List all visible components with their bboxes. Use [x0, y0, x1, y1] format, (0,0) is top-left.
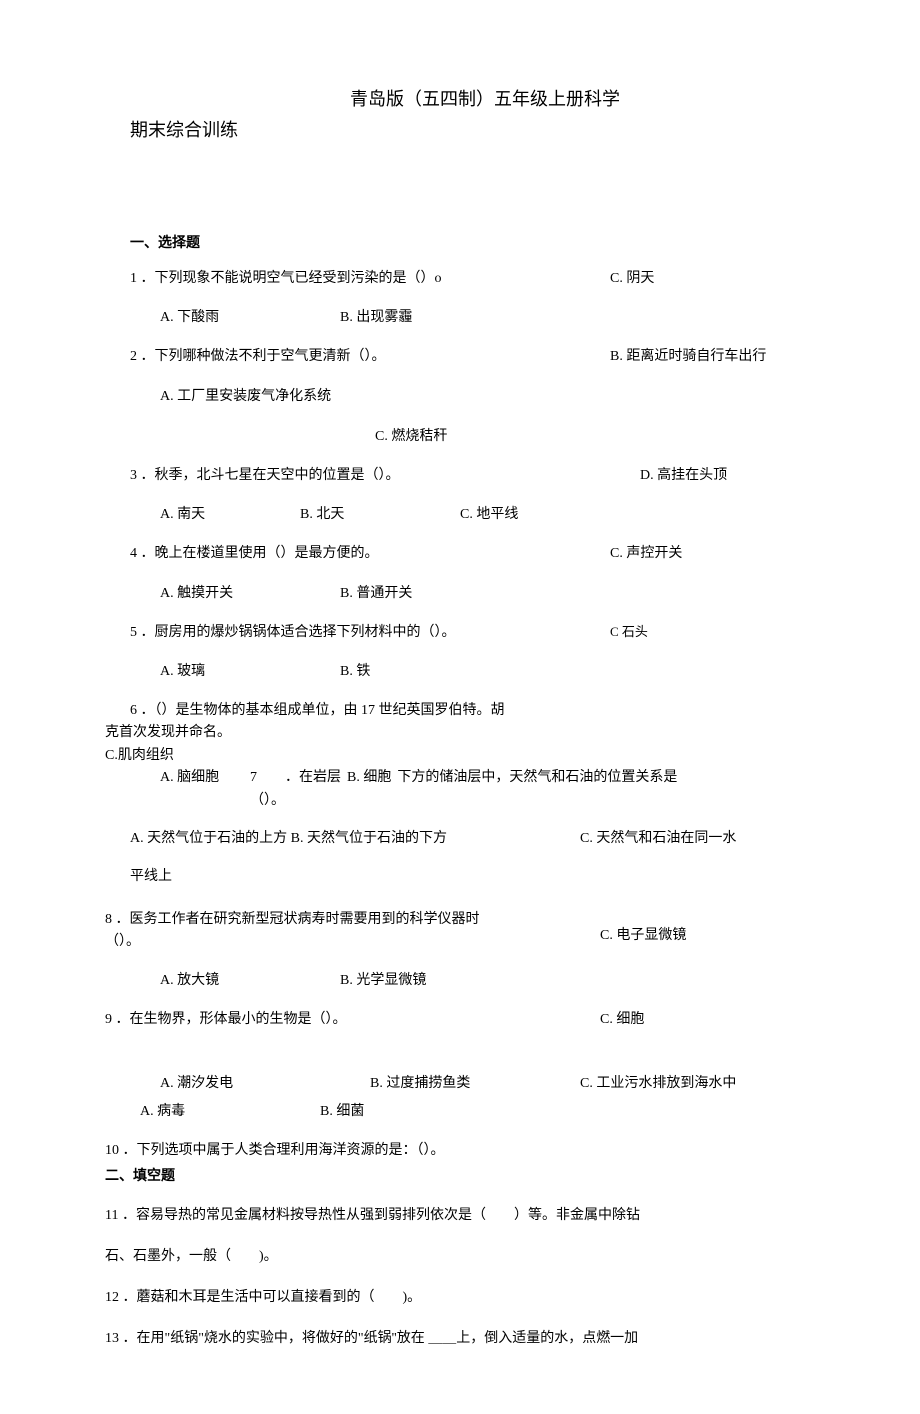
q8-stem2: （）。	[105, 931, 600, 953]
q9-opt-c: C. 细胞	[600, 1009, 790, 1031]
q2-row: 2 ．下列哪种做法不利于空气更清新（）。 B. 距离近时骑自行车出行	[130, 346, 790, 368]
q4-stem: 4 ．晚上在楼道里使用（）是最方便的。	[130, 543, 600, 565]
q1-opts: A. 下酸雨 B. 出现雾霾	[130, 306, 790, 326]
q5-opts: A. 玻璃 B. 铁	[130, 660, 790, 680]
q3-opt-b: B. 北天	[300, 503, 460, 523]
q7-opt-end: 平线上	[130, 866, 790, 888]
q5-row: 5 ．厨房用的爆炒锅锅体适合选择下列材料中的（）。 C 石头	[130, 622, 790, 644]
q8-opt-b: B. 光学显微镜	[340, 969, 790, 989]
q7-end: （）。	[130, 790, 790, 812]
q8-opt-a: A. 放大镜	[160, 969, 340, 989]
q8-opt-c: C. 电子显微镜	[600, 909, 790, 954]
q8-block: 8 ．医务工作者在研究新型冠状病寿时需要用到的科学仪器时 （）。 C. 电子显微…	[105, 909, 790, 954]
section2-header: 二、填空题	[105, 1165, 790, 1185]
q3-row: 3 ．秋季，北斗七星在天空中的位置是（）。 D. 高挂在头顶	[130, 465, 790, 487]
q6-line2: 克首次发现并命名。	[105, 722, 790, 744]
q7-opt-c: C. 天然气和石油在同一水	[580, 828, 790, 850]
q13: 13 ．在用"纸锅"烧水的实验中，将做好的"纸锅''放在 ＿＿上，倒入适量的水，…	[105, 1324, 790, 1355]
q6-opta: A. 脑细胞	[160, 767, 250, 789]
bottom-opt-a: A. 潮汐发电	[160, 1072, 370, 1092]
q3-opt-c: C. 地平线	[460, 503, 790, 523]
q7-opts: A. 天然气位于石油的上方 B. 天然气位于石油的下方 C. 天然气和石油在同一…	[130, 828, 790, 889]
q2-opt-a: A. 工厂里安装废气净化系统	[160, 385, 331, 405]
q11b: 石、石墨外，一般（ )。	[105, 1242, 790, 1273]
doc-subtitle: 期末综合训练	[130, 116, 790, 142]
q1-stem: 1 ．下列现象不能说明空气已经受到污染的是（）o	[130, 268, 600, 290]
bottom-opts: A. 潮汐发电 B. 过度捕捞鱼类 C. 工业污水排放到海水中	[130, 1072, 790, 1092]
q8-stem1: 8 ．医务工作者在研究新型冠状病寿时需要用到的科学仪器时	[105, 909, 600, 931]
q1-opt-c: C. 阴天	[600, 268, 790, 290]
q5-opt-b: B. 铁	[340, 660, 790, 680]
q12: 12 ．蘑菇和木耳是生活中可以直接看到的（ )。	[105, 1283, 790, 1314]
ab-row: A. 病毒 B. 细菌	[130, 1100, 790, 1120]
q4-opt-b: B. 普通开关	[340, 582, 790, 602]
q8-opts: A. 放大镜 B. 光学显微镜	[130, 969, 790, 989]
q7-num: 7	[250, 767, 285, 789]
q6-optb: B. 细胞	[347, 767, 391, 789]
q4-opts: A. 触摸开关 B. 普通开关	[130, 582, 790, 602]
ab-opt-b: B. 细菌	[320, 1100, 790, 1120]
q2-opt-c: C. 燃烧秸秆	[130, 425, 790, 445]
q3-stem: 3 ．秋季，北斗七星在天空中的位置是（）。	[130, 465, 600, 487]
ab-opt-a: A. 病毒	[140, 1100, 320, 1120]
doc-title: 青岛版（五四制）五年级上册科学	[130, 85, 790, 111]
q2-opt-b: B. 距离近时骑自行车出行	[600, 346, 790, 368]
q6-block: 6 ．（）是生物体的基本组成单位，由 17 世纪英国罗伯特。胡 克首次发现并命名…	[130, 700, 790, 812]
q5-opt-c: C 石头	[600, 622, 790, 644]
q9-block: 9 ．在生物界，形体最小的生物是（）。 C. 细胞	[105, 1009, 790, 1031]
q7-rest: 下方的储油层中，天然气和石油的位置关系是	[397, 767, 677, 789]
q2-opts: A. 工厂里安装废气净化系统	[130, 385, 790, 405]
q6-line1: 6 ．（）是生物体的基本组成单位，由 17 世纪英国罗伯特。胡	[130, 700, 790, 722]
q5-stem: 5 ．厨房用的爆炒锅锅体适合选择下列材料中的（）。	[130, 622, 600, 644]
q4-opt-a: A. 触摸开关	[160, 582, 340, 602]
q1-opt-b: B. 出现雾霾	[340, 306, 790, 326]
q11: 11 ．容易导热的常见金属材料按导热性从强到弱排列依次是（ ）等。非金属中除钻	[105, 1201, 790, 1232]
q5-opt-a: A. 玻璃	[160, 660, 340, 680]
q3-opt-d: D. 高挂在头顶	[600, 465, 790, 487]
q9-stem: 9 ．在生物界，形体最小的生物是（）。	[105, 1009, 600, 1031]
q1-opt-a: A. 下酸雨	[160, 306, 340, 326]
q10-stem: 10 ．下列选项中属于人类合理利用海洋资源的是：（）。	[105, 1140, 790, 1162]
q3-opts: A. 南天 B. 北天 C. 地平线	[130, 503, 790, 523]
q7-opt-ab: A. 天然气位于石油的上方 B. 天然气位于石油的下方	[130, 828, 580, 850]
q2-stem: 2 ．下列哪种做法不利于空气更清新（）。	[130, 346, 600, 368]
bottom-opt-c: C. 工业污水排放到海水中	[580, 1072, 790, 1092]
q4-opt-c: C. 声控开关	[600, 543, 790, 565]
q3-opt-a: A. 南天	[160, 503, 300, 523]
q6-optc: C.肌肉组织	[105, 745, 790, 767]
q1-row: 1 ．下列现象不能说明空气已经受到污染的是（）o C. 阴天	[130, 268, 790, 290]
section1-header: 一、选择题	[130, 232, 790, 252]
q7-stem: ．在岩层	[285, 767, 341, 789]
q4-row: 4 ．晚上在楼道里使用（）是最方便的。 C. 声控开关	[130, 543, 790, 565]
bottom-opt-b: B. 过度捕捞鱼类	[370, 1072, 580, 1092]
